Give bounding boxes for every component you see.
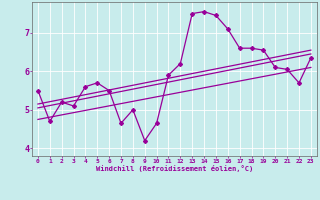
X-axis label: Windchill (Refroidissement éolien,°C): Windchill (Refroidissement éolien,°C) xyxy=(96,165,253,172)
